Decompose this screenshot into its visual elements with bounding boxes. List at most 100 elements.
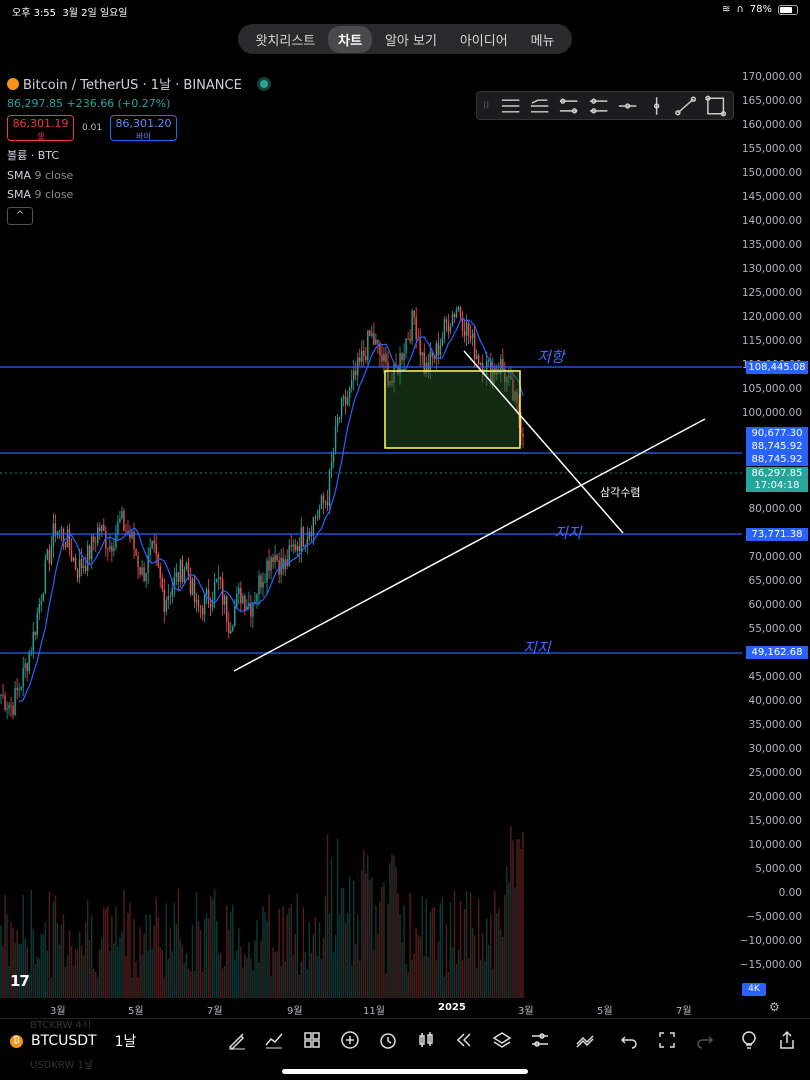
volume-bar (205, 913, 208, 998)
candle-body (173, 577, 176, 589)
descending-trend-line[interactable] (463, 350, 624, 534)
resistance-note: 저항 (537, 348, 565, 366)
buy-button[interactable]: 86,301.20 바이 (110, 115, 178, 141)
layers-icon[interactable] (492, 1030, 512, 1050)
tab-ideas[interactable]: 아이디어 (459, 33, 508, 49)
volume-bar (318, 922, 321, 998)
candle-body (324, 502, 327, 503)
volume-bar (348, 876, 351, 998)
templates-icon[interactable] (302, 1030, 322, 1050)
volume-bar (72, 964, 75, 998)
horizontal-ray-icon[interactable] (499, 95, 522, 117)
candle-body (48, 549, 51, 564)
redo-icon[interactable] (695, 1030, 715, 1050)
candle-body (441, 337, 444, 346)
ascending-trend-line[interactable] (233, 418, 706, 672)
candle-body (399, 353, 401, 374)
candle-body (421, 352, 423, 356)
volume-bar (149, 914, 151, 998)
parallel-channel-icon[interactable] (557, 95, 580, 117)
volume-bar (135, 961, 137, 998)
volume-bar (371, 877, 373, 998)
volume-bar (308, 922, 311, 998)
add-icon[interactable] (340, 1030, 360, 1050)
horizontal-line-icon[interactable] (616, 95, 639, 117)
candle-body (32, 631, 34, 652)
volume-bar (407, 972, 409, 998)
replay-icon[interactable] (454, 1030, 474, 1050)
trend-line-icon[interactable] (674, 95, 697, 117)
volume-bar (82, 955, 85, 998)
price-range-icon[interactable] (587, 95, 610, 117)
volume-bar (268, 894, 270, 998)
candle-body (449, 326, 452, 332)
y-tick-label: 135,000.00 (741, 239, 802, 251)
volume-bar (352, 880, 355, 998)
tab-menu[interactable]: 메뉴 (530, 33, 555, 49)
consolidation-rectangle[interactable] (384, 370, 521, 449)
chart-canvas[interactable] (0, 60, 810, 1018)
candle-body (6, 708, 8, 710)
interval-selector[interactable]: 1날 (114, 1034, 137, 1050)
volume-bar (246, 957, 248, 998)
settings-sliders-icon[interactable] (530, 1030, 550, 1050)
candle-body (161, 577, 163, 590)
candle-body (304, 544, 307, 547)
trend-angle-icon[interactable] (528, 95, 551, 117)
drag-handle-icon[interactable]: ⁞⁞ (483, 100, 490, 111)
volume-bar (443, 977, 446, 998)
indicator-sma-1[interactable]: SMA 9 close (7, 169, 268, 182)
symbol-selector[interactable]: ₿ BTCUSDT 1날 (10, 1031, 136, 1051)
candle-body (207, 589, 210, 604)
candle-body (252, 603, 254, 617)
volume-bar (159, 947, 161, 998)
volume-bar (463, 909, 466, 998)
candle-body (502, 358, 504, 370)
wifi-icon: ≋ (722, 4, 731, 15)
volume-bar (197, 921, 200, 998)
candle-body (481, 363, 484, 376)
tab-explore[interactable]: 알아 보기 (384, 33, 437, 49)
candle-body (88, 545, 91, 560)
tab-watchlist[interactable]: 왓치리스트 (255, 33, 316, 49)
share-icon[interactable] (777, 1030, 797, 1050)
candle-body (187, 563, 190, 576)
candles-type-icon[interactable] (416, 1030, 436, 1050)
candle-body (453, 314, 456, 318)
indicator-volume[interactable]: 볼륨 · BTC (7, 147, 268, 163)
compare-icon[interactable] (575, 1030, 595, 1050)
candle-body (330, 461, 333, 470)
legend-title-row[interactable]: Bitcoin / TetherUS · 1날 · BINANCE (7, 74, 268, 93)
volume-bar (20, 944, 22, 998)
collapse-legend-button[interactable]: ^ (7, 207, 33, 225)
symbol-title: Bitcoin / TetherUS · 1날 · BINANCE (23, 78, 242, 93)
indicator-sma-2[interactable]: SMA 9 close (7, 188, 268, 201)
y-tick-label: −5,000.00 (746, 911, 802, 923)
chart-settings-icon[interactable]: ⚙ (769, 1000, 780, 1014)
candle-body (153, 540, 155, 544)
y-tick-label: 0.00 (778, 887, 802, 899)
volume-bar (54, 895, 57, 998)
candle-body (76, 569, 79, 578)
pen-draw-icon[interactable] (227, 1030, 247, 1050)
volume-bar (284, 961, 286, 998)
sell-button[interactable]: 86,301.19 셀 (7, 115, 74, 141)
candle-body (344, 396, 347, 405)
rectangle-icon[interactable] (704, 95, 727, 117)
lightbulb-icon[interactable] (739, 1030, 759, 1050)
tab-chart[interactable]: 차트 (328, 25, 373, 53)
volume-bar (113, 943, 115, 998)
alert-clock-icon[interactable] (378, 1030, 398, 1050)
candle-body (147, 555, 149, 573)
indicators-icon[interactable] (264, 1030, 284, 1050)
vertical-line-icon[interactable] (645, 95, 668, 117)
candle-body (62, 529, 65, 542)
candle-body (217, 577, 220, 579)
undo-icon[interactable] (619, 1030, 639, 1050)
volume-bar (389, 863, 391, 998)
fullscreen-icon[interactable] (657, 1030, 677, 1050)
volume-bar (286, 914, 288, 998)
volume-bar (522, 831, 524, 998)
volume-bar (58, 944, 61, 998)
volume-bar (483, 961, 486, 998)
